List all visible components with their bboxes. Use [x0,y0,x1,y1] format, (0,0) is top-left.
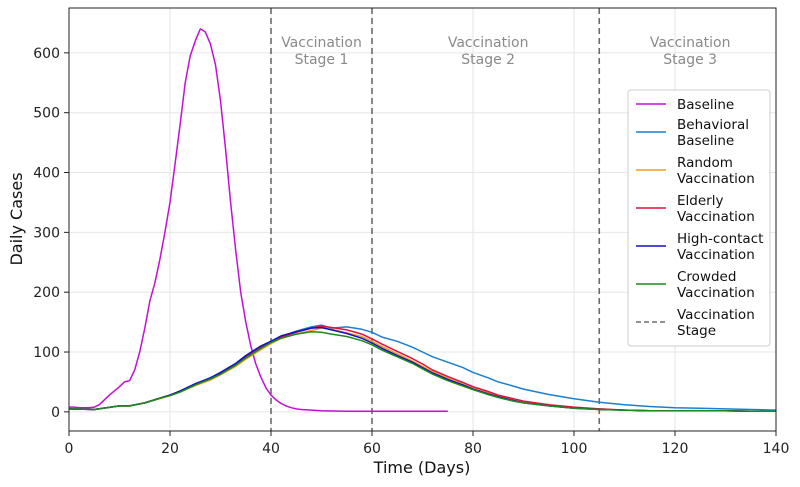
stage-label-line2: Stage 1 [295,52,349,68]
plot-frame [68,7,777,432]
stage-label-line2: Stage 2 [461,52,515,68]
legend-label-behavioral-baseline: Baseline [677,133,734,149]
stage-label-line1: Vaccination [281,35,362,51]
y-tick-label: 400 [33,166,60,182]
stage-label-line2: Stage 3 [663,52,717,68]
series-line-baseline [69,28,448,413]
stage-label-line1: Vaccination [650,35,731,51]
legend-label-vaccination-stage: Stage [677,323,716,339]
legend: BaselineBehavioralBaselineRandomVaccinat… [627,89,771,347]
legend-box [627,89,771,347]
y-axis-ticks: 0 100 200 300 400 500 600 [33,46,69,421]
series-lines [68,28,777,413]
y-tick-label: 100 [33,345,60,361]
x-tick-label: 0 [65,441,74,457]
x-axis-ticks: 0 20 40 60 80 100 120 140 [65,431,790,457]
vaccination-stage-lines [270,8,601,431]
x-tick-label: 40 [262,441,280,457]
y-tick-label: 0 [51,405,60,421]
y-tick-label: 200 [33,285,60,301]
y-tick-label: 600 [33,46,60,62]
x-tick-label: 100 [561,441,588,457]
x-tick-label: 60 [363,441,381,457]
y-axis-title: Daily Cases [7,172,26,265]
x-tick-label: 140 [763,441,790,457]
legend-label-high-contact-vaccination: Vaccination [677,247,755,263]
series-line-crowded-vaccination [68,330,776,413]
legend-label-random-vaccination: Random [677,155,733,171]
y-tick-label: 300 [33,225,60,241]
stage-label-line1: Vaccination [448,35,529,51]
legend-label-random-vaccination: Vaccination [677,171,755,187]
x-tick-label: 120 [662,441,689,457]
y-tick-label: 500 [33,106,60,122]
legend-label-crowded-vaccination: Vaccination [677,285,755,301]
legend-label-behavioral-baseline: Behavioral [677,117,749,133]
legend-label-high-contact-vaccination: High-contact [677,231,763,247]
x-tick-label: 20 [161,441,179,457]
legend-label-elderly-vaccination: Elderly [677,193,723,209]
legend-label-vaccination-stage: Vaccination [677,307,755,323]
x-axis-title: Time (Days) [373,458,471,477]
legend-label-elderly-vaccination: Vaccination [677,209,755,225]
legend-label-baseline: Baseline [677,97,734,113]
legend-label-crowded-vaccination: Crowded [677,269,736,285]
x-tick-label: 80 [464,441,482,457]
